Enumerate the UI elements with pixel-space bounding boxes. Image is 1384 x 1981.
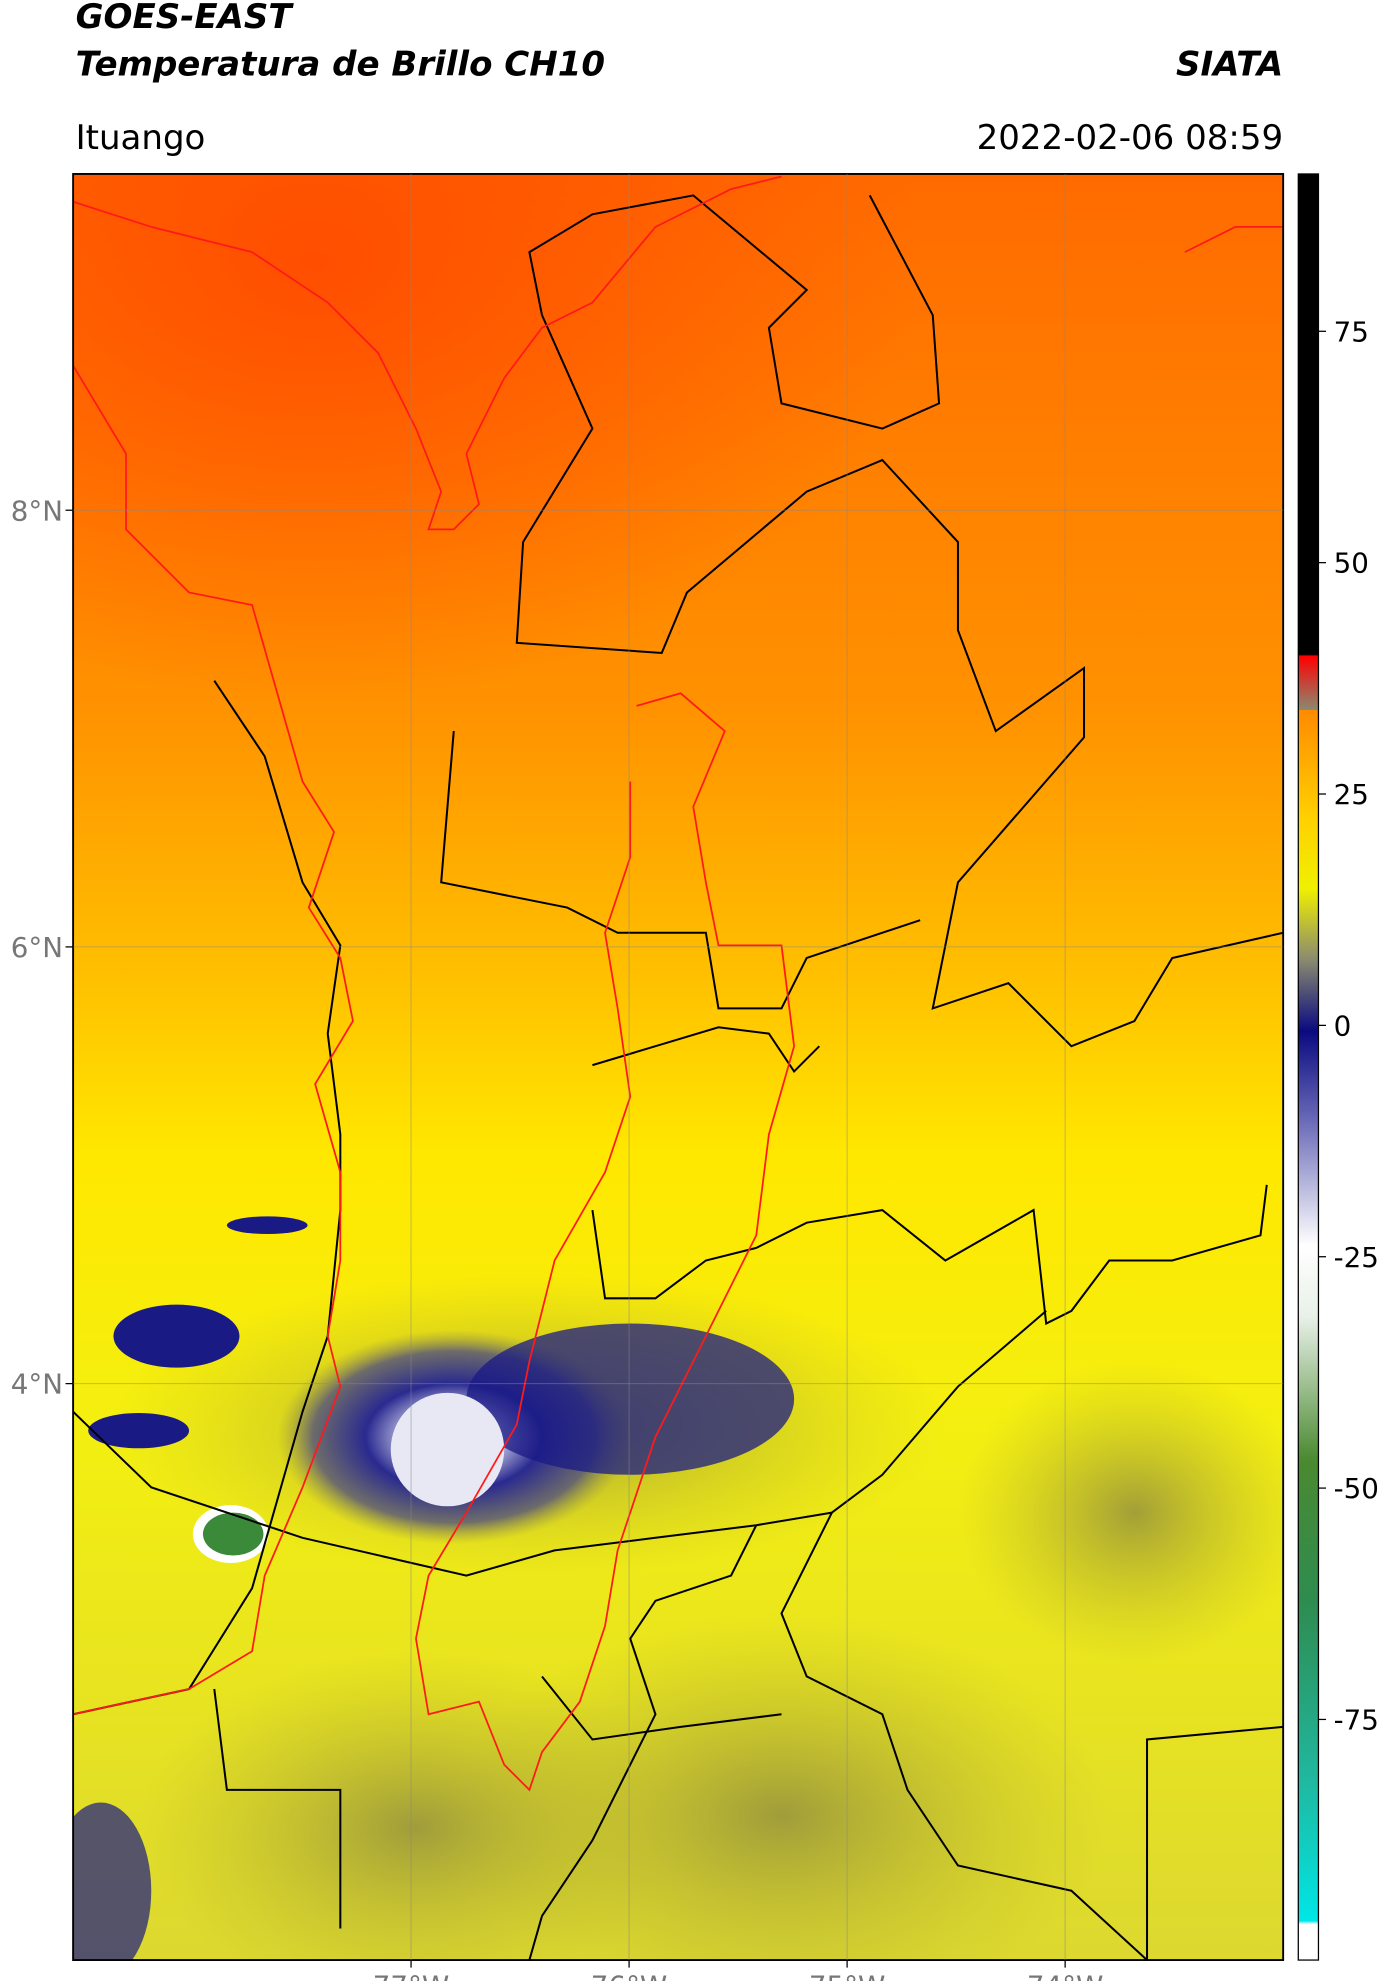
lon-tick-label: 77°W [373,1969,450,1981]
lat-tick-label: 6°N [11,931,63,964]
cloud [88,1413,190,1449]
field-olive [958,1361,1284,1664]
organization: SIATA [1176,45,1283,85]
colorbar-tick-label: -75 [1334,1704,1379,1737]
lat-tick-label: 4°N [11,1368,63,1401]
map-field [73,173,1284,1961]
cloud [466,1323,795,1475]
colorbar-ticks: 75 50 25 0 -25 -50 -75 [1318,315,1379,1737]
cloud [226,1216,308,1235]
colorbar-tick-label: -50 [1334,1472,1379,1505]
boundaries [73,194,1284,1961]
graticule: 77°W 76°W 75°W 74°W 8°N 6°N 4°N [11,173,1284,1981]
map-frame [72,173,1285,1962]
lon-tick-label: 76°W [591,1969,668,1981]
lat-tick-label: 8°N [11,494,63,527]
subtitle: Temperatura de Brillo CH10 [76,45,605,85]
colorbar-tick-label: 50 [1334,547,1369,580]
title: GOES-EAST [76,0,295,37]
colorbar-tick-label: 0 [1334,1009,1352,1042]
cloud-green [202,1512,264,1556]
lon-tick-label: 75°W [809,1969,886,1981]
colorbar-tick-label: 25 [1334,778,1369,811]
timestamp: 2022-02-06 08:59 [977,118,1284,158]
lon-tick-label: 74°W [1027,1969,1104,1981]
cloud [73,1802,152,1961]
location: Ituango [76,118,206,158]
coast-and-basin [73,175,1284,1792]
colorbar [1297,173,1320,1961]
colorbar-tick-label: -25 [1334,1241,1379,1274]
cloud [113,1304,240,1368]
cloud-core [390,1392,505,1507]
field-olive [138,1651,694,1961]
colorbar-tick-label: 75 [1334,315,1369,348]
